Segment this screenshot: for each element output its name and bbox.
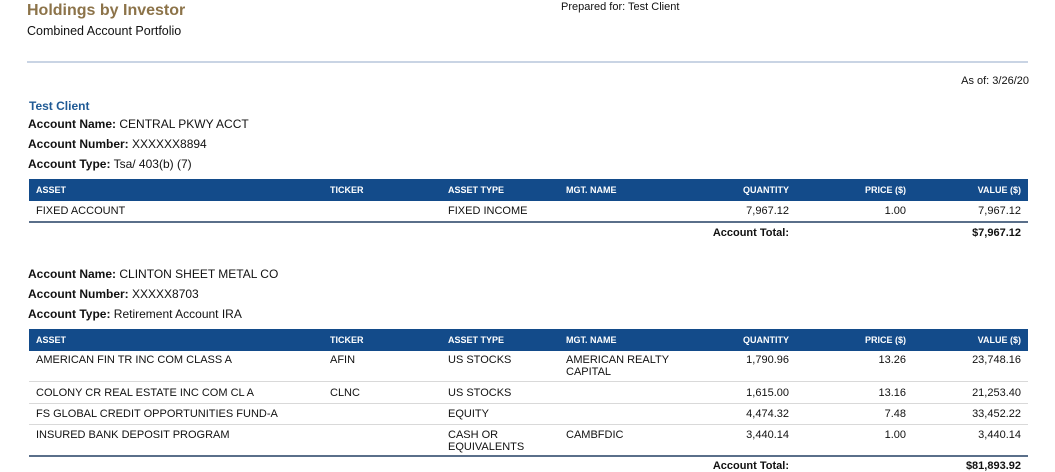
column-header-mgt-name: MGT. NAME (566, 335, 617, 345)
cell-value: 21,253.40 (972, 387, 1021, 399)
column-header-quantity: QUANTITY (743, 185, 789, 195)
column-header-asset: ASSET (36, 185, 67, 195)
cell-quantity: 4,474.32 (746, 408, 789, 420)
account-number-label: Account Number: (28, 287, 129, 301)
cell-mgt-name: AMERICAN REALTY CAPITAL (566, 354, 669, 378)
account-number-value: XXXXXX8894 (132, 137, 207, 151)
cell-quantity: 1,790.96 (746, 354, 789, 366)
prepared-for: Prepared for: Test Client (561, 1, 680, 13)
cell-value: 23,748.16 (972, 354, 1021, 366)
cell-price: 1.00 (884, 205, 906, 217)
column-header-value: VALUE ($) (977, 335, 1021, 345)
account-type-value: Retirement Account IRA (113, 307, 242, 321)
cell-asset: INSURED BANK DEPOSIT PROGRAM (36, 429, 230, 441)
cell-ticker: CLNC (330, 387, 360, 399)
table-row: INSURED BANK DEPOSIT PROGRAM CASH OR EQU… (29, 429, 1028, 455)
account-total-value: $7,967.12 (972, 227, 1021, 239)
account-type-line: Account Type: Retirement Account IRA (28, 307, 242, 321)
table-row: COLONY CR REAL ESTATE INC COM CL A CLNC … (29, 387, 1028, 401)
account-name-line: Account Name: CENTRAL PKWY ACCT (28, 117, 249, 131)
column-header-price: PRICE ($) (864, 185, 906, 195)
cell-price: 13.16 (878, 387, 906, 399)
column-header-quantity: QUANTITY (743, 335, 789, 345)
holdings-table-header: ASSET TICKER ASSET TYPE MGT. NAME QUANTI… (29, 179, 1028, 201)
account-type-value: Tsa/ 403(b) (7) (113, 157, 192, 171)
account-name-label: Account Name: (28, 267, 117, 281)
cell-ticker: AFIN (330, 354, 356, 366)
column-header-asset: ASSET (36, 335, 67, 345)
cell-asset-type: CASH OR EQUIVALENTS (448, 429, 525, 453)
account-total-value: $81,893.92 (965, 460, 1021, 472)
column-header-ticker: TICKER (330, 185, 364, 195)
cell-quantity: 7,967.12 (746, 205, 789, 217)
column-header-mgt-name: MGT. NAME (566, 185, 617, 195)
column-header-asset-type: ASSET TYPE (448, 335, 505, 345)
report-title: Holdings by Investor (27, 2, 186, 19)
account-number-label: Account Number: (28, 137, 129, 151)
account-total-label: Account Total: (712, 460, 789, 472)
header-divider (27, 61, 1028, 63)
table-row: AMERICAN FIN TR INC COM CLASS A AFIN US … (29, 354, 1028, 380)
account-type-line: Account Type: Tsa/ 403(b) (7) (28, 157, 192, 171)
account-type-label: Account Type: (28, 307, 111, 321)
row-divider (29, 381, 1028, 382)
account-number-line: Account Number: XXXXX8703 (28, 287, 199, 301)
account-type-label: Account Type: (28, 157, 111, 171)
column-header-price: PRICE ($) (864, 335, 906, 345)
cell-asset-type: US STOCKS (448, 387, 512, 399)
column-header-ticker: TICKER (330, 335, 364, 345)
cell-asset: FS GLOBAL CREDIT OPPORTUNITIES FUND-A (36, 408, 278, 420)
cell-quantity: 3,440.14 (746, 429, 789, 441)
cell-value: 3,440.14 (978, 429, 1021, 441)
cell-mgt-name: CAMBFDIC (566, 429, 624, 441)
table-row: FS GLOBAL CREDIT OPPORTUNITIES FUND-A EQ… (29, 408, 1028, 422)
as-of-date: As of: 3/26/20 (961, 75, 1029, 87)
cell-value: 7,967.12 (978, 205, 1021, 217)
cell-asset-type: FIXED INCOME (448, 205, 528, 217)
cell-asset-type: US STOCKS (448, 354, 512, 366)
client-name[interactable]: Test Client (29, 99, 90, 113)
account-number-line: Account Number: XXXXXX8894 (28, 137, 207, 151)
cell-asset: AMERICAN FIN TR INC COM CLASS A (36, 354, 232, 366)
table-bottom-divider (29, 455, 1028, 457)
account-number-value: XXXXX8703 (132, 287, 199, 301)
cell-price: 13.26 (878, 354, 906, 366)
row-divider (29, 403, 1028, 404)
table-row: FIXED ACCOUNT FIXED INCOME 7,967.12 1.00… (29, 205, 1028, 219)
column-header-value: VALUE ($) (977, 185, 1021, 195)
holdings-table-header: ASSET TICKER ASSET TYPE MGT. NAME QUANTI… (29, 329, 1028, 351)
report-subtitle: Combined Account Portfolio (27, 24, 182, 38)
cell-value: 33,452.22 (972, 408, 1021, 420)
cell-asset-type: EQUITY (448, 408, 489, 420)
account-name-line: Account Name: CLINTON SHEET METAL CO (28, 267, 278, 281)
account-name-value: CLINTON SHEET METAL CO (119, 267, 279, 281)
column-header-asset-type: ASSET TYPE (448, 185, 505, 195)
cell-price: 7.48 (884, 408, 906, 420)
row-divider (29, 424, 1028, 425)
cell-asset: COLONY CR REAL ESTATE INC COM CL A (36, 387, 255, 399)
cell-price: 1.00 (884, 429, 906, 441)
table-bottom-divider (29, 221, 1028, 223)
cell-quantity: 1,615.00 (746, 387, 789, 399)
account-total-label: Account Total: (712, 227, 789, 239)
cell-asset: FIXED ACCOUNT (36, 205, 126, 217)
account-name-value: CENTRAL PKWY ACCT (119, 117, 249, 131)
account-name-label: Account Name: (28, 117, 117, 131)
